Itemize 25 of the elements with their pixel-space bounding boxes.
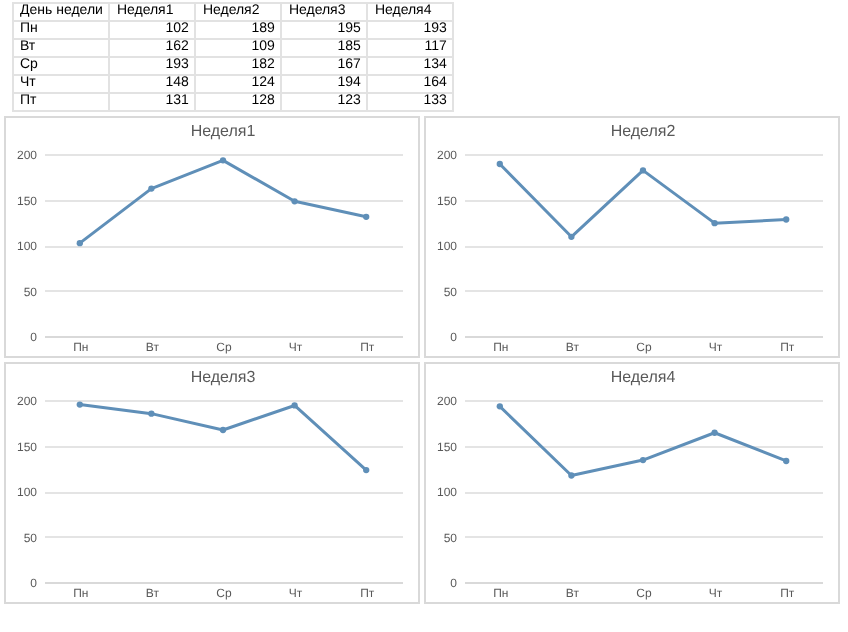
- point: [291, 198, 298, 205]
- point: [711, 220, 718, 227]
- point: [496, 160, 503, 168]
- point: [76, 240, 83, 247]
- chart-title: Неделя4: [610, 368, 677, 386]
- point: [363, 213, 370, 220]
- point: [219, 426, 227, 434]
- chart-title: Неделя2: [610, 122, 677, 140]
- chart-title: Неделя3: [190, 368, 257, 386]
- chart-title: Неделя1: [190, 122, 257, 140]
- point: [639, 167, 647, 174]
- line-series: [496, 403, 790, 479]
- point: [639, 456, 647, 464]
- point: [568, 233, 575, 240]
- point: [496, 403, 503, 410]
- point: [783, 457, 790, 465]
- point: [291, 402, 298, 409]
- point: [148, 410, 155, 417]
- point: [76, 401, 83, 408]
- point: [363, 466, 370, 474]
- point: [148, 185, 155, 192]
- point: [783, 216, 790, 223]
- point: [219, 157, 227, 164]
- point: [711, 429, 718, 436]
- point: [568, 472, 575, 479]
